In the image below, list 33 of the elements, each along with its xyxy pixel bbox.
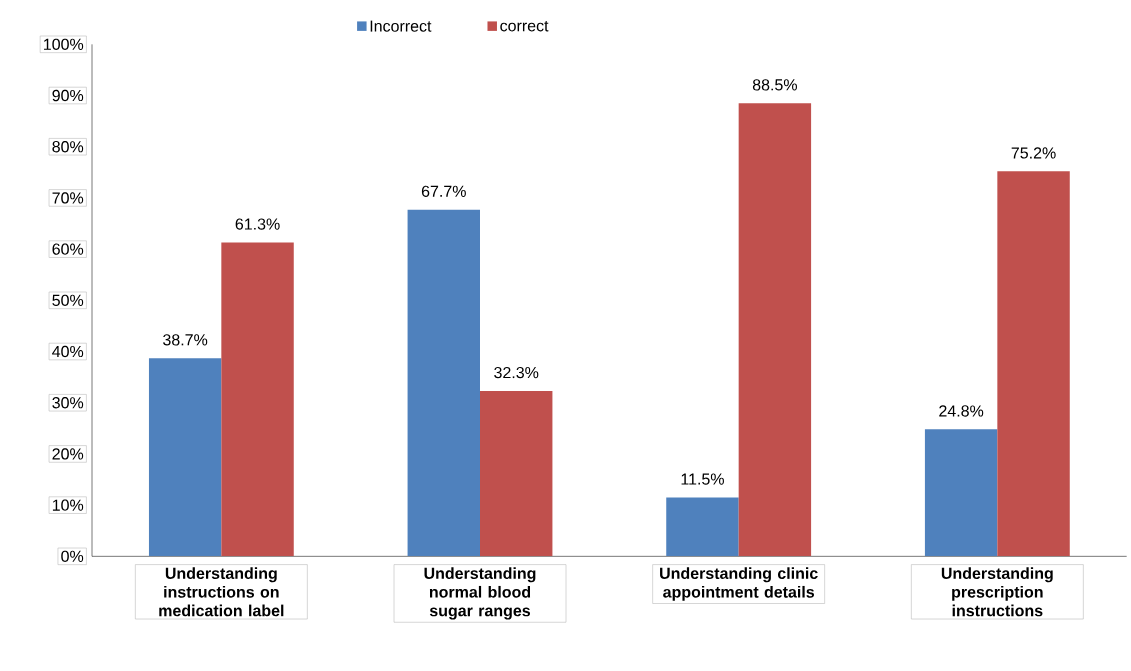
bar bbox=[221, 242, 294, 557]
y-tick-label: 90% bbox=[52, 89, 84, 102]
x-tick-label: Understanding instructions on medication label bbox=[159, 567, 284, 617]
y-tick-label: 0% bbox=[61, 550, 84, 562]
data-label: 75.2% bbox=[1011, 147, 1056, 159]
legend-label: Incorrect bbox=[370, 20, 432, 32]
y-tick-label: 50% bbox=[52, 294, 84, 306]
data-label: 24.8% bbox=[939, 405, 984, 417]
legend-label: correct bbox=[500, 20, 549, 32]
data-label: 88.5% bbox=[752, 79, 797, 91]
bar bbox=[666, 497, 739, 557]
y-tick-label: 70% bbox=[52, 192, 84, 204]
bar bbox=[407, 209, 480, 557]
y-tick-label: 100% bbox=[44, 38, 84, 50]
data-label: 67.7% bbox=[421, 185, 466, 197]
y-tick-label: 80% bbox=[52, 141, 84, 153]
bar bbox=[924, 429, 998, 557]
x-tick-label: Understanding prescription instructions bbox=[941, 567, 1053, 617]
bar bbox=[480, 390, 553, 557]
y-tick-label: 30% bbox=[52, 397, 84, 409]
data-label: 11.5% bbox=[681, 473, 724, 485]
data-label: 32.3% bbox=[494, 366, 539, 379]
bar bbox=[738, 103, 812, 557]
y-tick-label: 40% bbox=[52, 345, 84, 358]
data-label: 38.7% bbox=[163, 334, 208, 346]
bar bbox=[997, 171, 1070, 557]
data-label: 61.3% bbox=[235, 218, 280, 230]
x-tick-label: Understanding normal blood sugar ranges bbox=[424, 567, 536, 620]
x-tick-label: Understanding clinic appointment details bbox=[660, 567, 818, 601]
bar bbox=[148, 358, 222, 557]
y-tick-label: 20% bbox=[52, 448, 84, 460]
y-tick-label: 60% bbox=[52, 243, 84, 255]
y-tick-label: 10% bbox=[52, 499, 84, 511]
